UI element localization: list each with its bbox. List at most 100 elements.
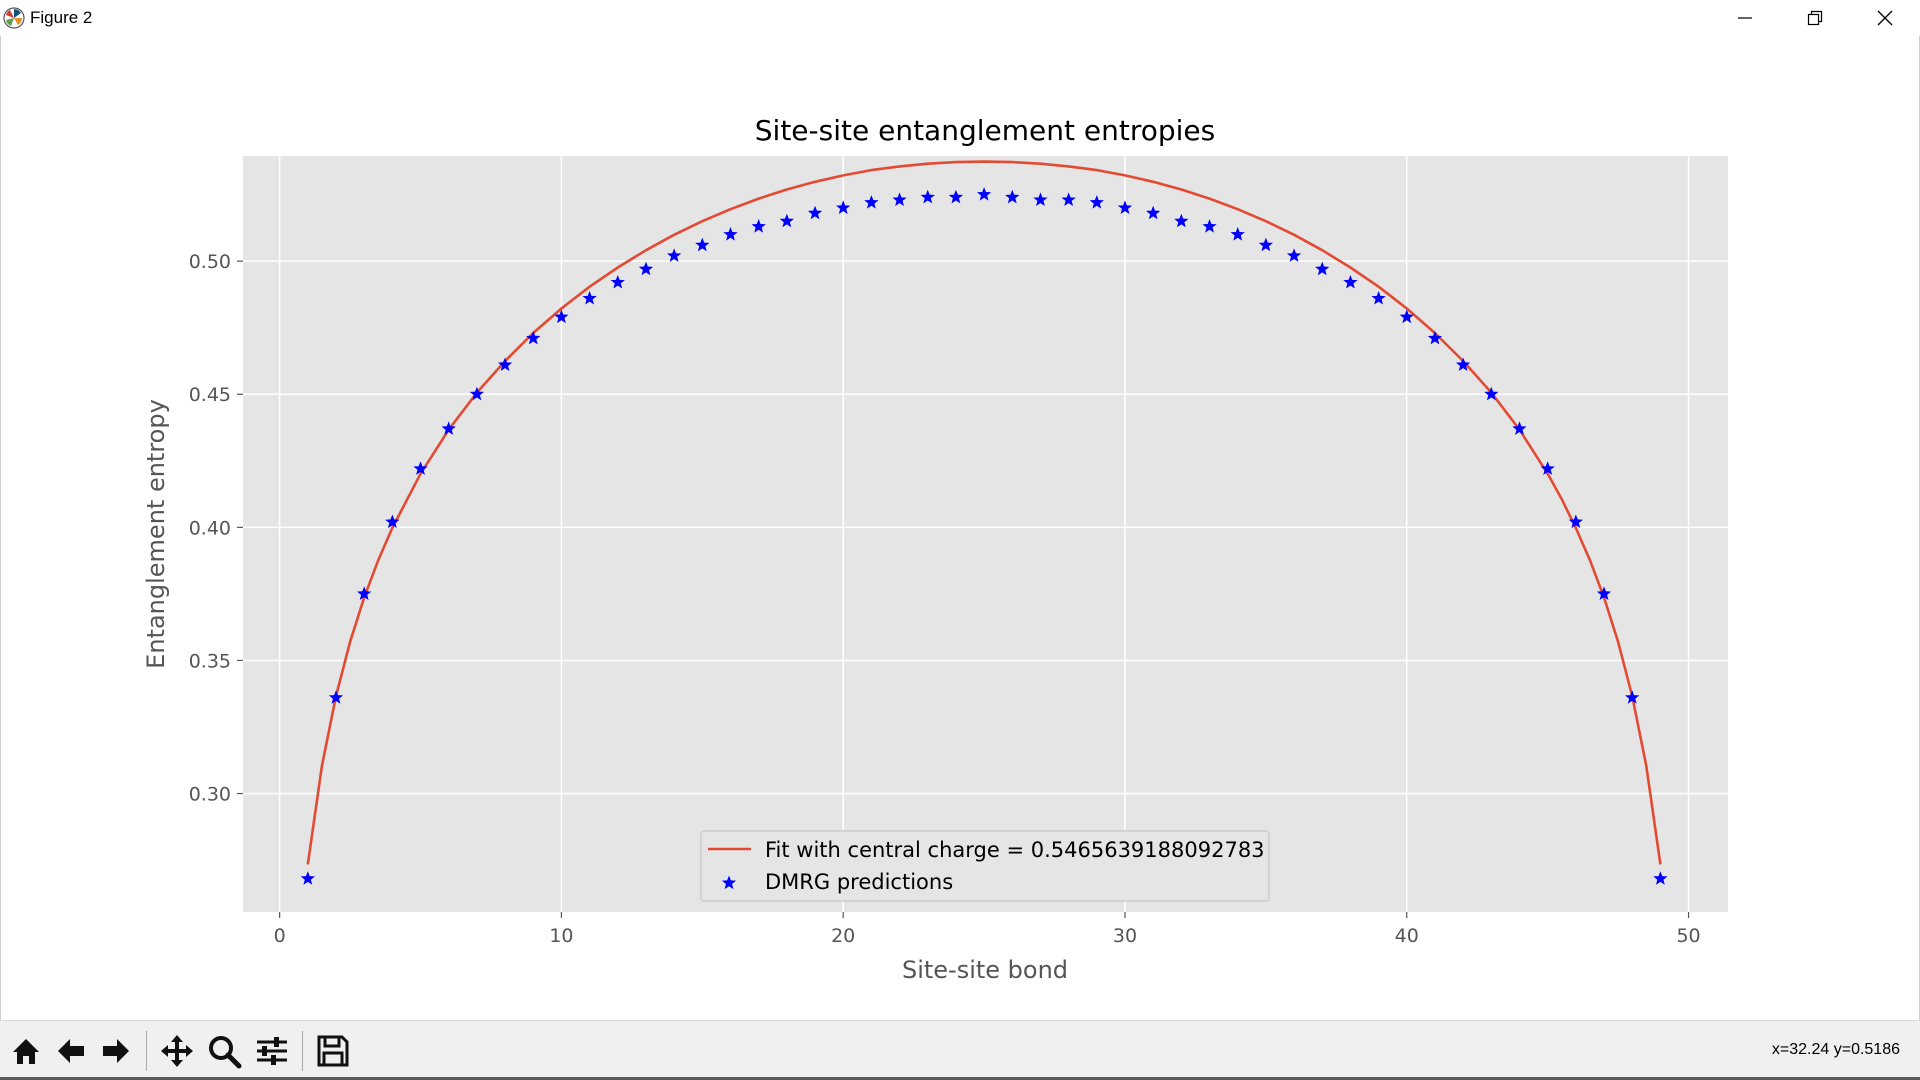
grid bbox=[243, 156, 1728, 912]
matplotlib-logo-icon bbox=[3, 7, 25, 29]
arrow-left-icon bbox=[58, 1039, 84, 1063]
dmrg-point bbox=[751, 219, 766, 233]
home-button[interactable] bbox=[4, 1029, 48, 1073]
dmrg-point bbox=[1371, 290, 1386, 305]
configure-subplots-button[interactable] bbox=[250, 1029, 294, 1073]
title-bar: Figure 2 bbox=[0, 0, 1920, 37]
dmrg-point bbox=[413, 461, 428, 475]
dmrg-point bbox=[1540, 461, 1555, 475]
legend-star-swatch bbox=[721, 875, 737, 890]
dmrg-point bbox=[779, 213, 794, 228]
dmrg-point bbox=[1117, 200, 1133, 214]
dmrg-point bbox=[1568, 514, 1583, 529]
y-tick-label: 0.50 bbox=[189, 251, 231, 273]
dmrg-point bbox=[695, 237, 710, 252]
save-button[interactable] bbox=[311, 1029, 355, 1073]
dmrg-point bbox=[1286, 248, 1302, 262]
dmrg-point bbox=[1174, 213, 1189, 228]
restore-icon bbox=[1807, 10, 1823, 26]
magnifier-icon bbox=[209, 1036, 242, 1069]
dmrg-point bbox=[469, 386, 485, 401]
back-button[interactable] bbox=[49, 1029, 93, 1073]
dmrg-point bbox=[328, 690, 344, 704]
sliders-icon bbox=[257, 1037, 287, 1065]
minimize-icon bbox=[1738, 17, 1752, 19]
y-tick-labels: 0.30 0.35 0.40 0.45 0.50 bbox=[189, 251, 243, 806]
dmrg-point bbox=[1484, 386, 1499, 401]
dmrg-point bbox=[1230, 227, 1245, 241]
figure-canvas[interactable]: 0 10 20 30 40 50 0.30 0.35 0.40 0.45 0.50 Site-si… bbox=[0, 36, 1920, 1020]
dmrg-point bbox=[1258, 237, 1274, 252]
dmrg-point bbox=[836, 200, 851, 214]
dmrg-point bbox=[892, 192, 907, 206]
window-bottom-border bbox=[0, 1077, 1920, 1080]
x-axis-label: Site-site bond bbox=[902, 956, 1068, 984]
dmrg-point bbox=[1146, 205, 1161, 220]
dmrg-point bbox=[864, 195, 879, 209]
dmrg-point bbox=[1315, 261, 1330, 276]
dmrg-point bbox=[1455, 357, 1471, 372]
legend-box bbox=[700, 830, 1270, 902]
restore-button[interactable] bbox=[1780, 0, 1850, 36]
close-button[interactable] bbox=[1850, 0, 1920, 36]
dmrg-point bbox=[1061, 192, 1076, 206]
dmrg-point bbox=[357, 586, 372, 600]
pan-button[interactable] bbox=[155, 1029, 199, 1073]
dmrg-point bbox=[300, 871, 315, 885]
dmrg-point bbox=[497, 357, 513, 372]
minimize-button[interactable] bbox=[1710, 0, 1780, 36]
y-tick-label: 0.35 bbox=[189, 650, 231, 672]
home-icon bbox=[13, 1039, 39, 1064]
dmrg-point bbox=[1089, 195, 1104, 209]
scatter-layer bbox=[300, 187, 1668, 885]
dmrg-point bbox=[1596, 586, 1612, 600]
dmrg-point bbox=[976, 187, 992, 201]
arrow-right-icon bbox=[103, 1039, 129, 1063]
dmrg-point bbox=[1427, 330, 1443, 345]
axes-background bbox=[243, 156, 1728, 912]
x-tick-label: 40 bbox=[1395, 925, 1419, 947]
dmrg-point bbox=[1653, 871, 1668, 885]
y-tick-label: 0.45 bbox=[189, 384, 231, 406]
toolbar-separator bbox=[302, 1031, 303, 1071]
forward-button[interactable] bbox=[94, 1029, 138, 1073]
x-tick-label: 50 bbox=[1676, 925, 1700, 947]
dmrg-point bbox=[920, 189, 935, 204]
legend-dmrg-label: DMRG predictions bbox=[765, 870, 953, 894]
dmrg-point bbox=[1202, 219, 1217, 233]
dmrg-point bbox=[1343, 274, 1358, 289]
x-tick-label: 10 bbox=[549, 925, 573, 947]
dmrg-point bbox=[554, 309, 569, 324]
chart-title: Site-site entanglement entropies bbox=[755, 114, 1215, 147]
dmrg-point bbox=[1399, 309, 1414, 324]
dmrg-point bbox=[723, 227, 738, 241]
dmrg-point bbox=[441, 421, 456, 435]
cursor-coordinates: x=32.24 y=0.5186 bbox=[1771, 1041, 1900, 1058]
dmrg-point bbox=[667, 248, 682, 262]
fit-line bbox=[306, 160, 1662, 865]
zoom-button[interactable] bbox=[202, 1029, 246, 1073]
fit-line-layer bbox=[306, 160, 1662, 865]
x-tick-labels: 0 10 20 30 40 50 bbox=[274, 912, 1701, 947]
dmrg-point bbox=[526, 330, 541, 345]
move-icon bbox=[161, 1035, 193, 1067]
dmrg-point bbox=[385, 514, 400, 529]
dmrg-point bbox=[638, 261, 654, 276]
legend-fit-label: Fit with central charge = 0.546563918809… bbox=[765, 838, 1265, 862]
chart: 0 10 20 30 40 50 0.30 0.35 0.40 0.45 0.50 Site-si… bbox=[142, 114, 1728, 984]
toolbar-separator bbox=[146, 1031, 147, 1071]
dmrg-point bbox=[807, 205, 823, 220]
y-tick-label: 0.30 bbox=[189, 784, 231, 806]
navigation-toolbar: x=32.24 y=0.5186 bbox=[0, 1020, 1920, 1080]
dmrg-point bbox=[948, 189, 964, 204]
window-title: Figure 2 bbox=[30, 8, 93, 27]
y-tick-label: 0.40 bbox=[189, 517, 231, 539]
dmrg-point bbox=[1033, 192, 1048, 206]
floppy-disk-icon bbox=[317, 1035, 349, 1067]
dmrg-point bbox=[582, 290, 597, 305]
dmrg-point bbox=[610, 274, 625, 289]
dmrg-point bbox=[1512, 421, 1527, 435]
x-tick-label: 20 bbox=[831, 925, 855, 947]
y-axis-label: Entanglement entropy bbox=[142, 399, 170, 669]
dmrg-point bbox=[1005, 189, 1020, 204]
